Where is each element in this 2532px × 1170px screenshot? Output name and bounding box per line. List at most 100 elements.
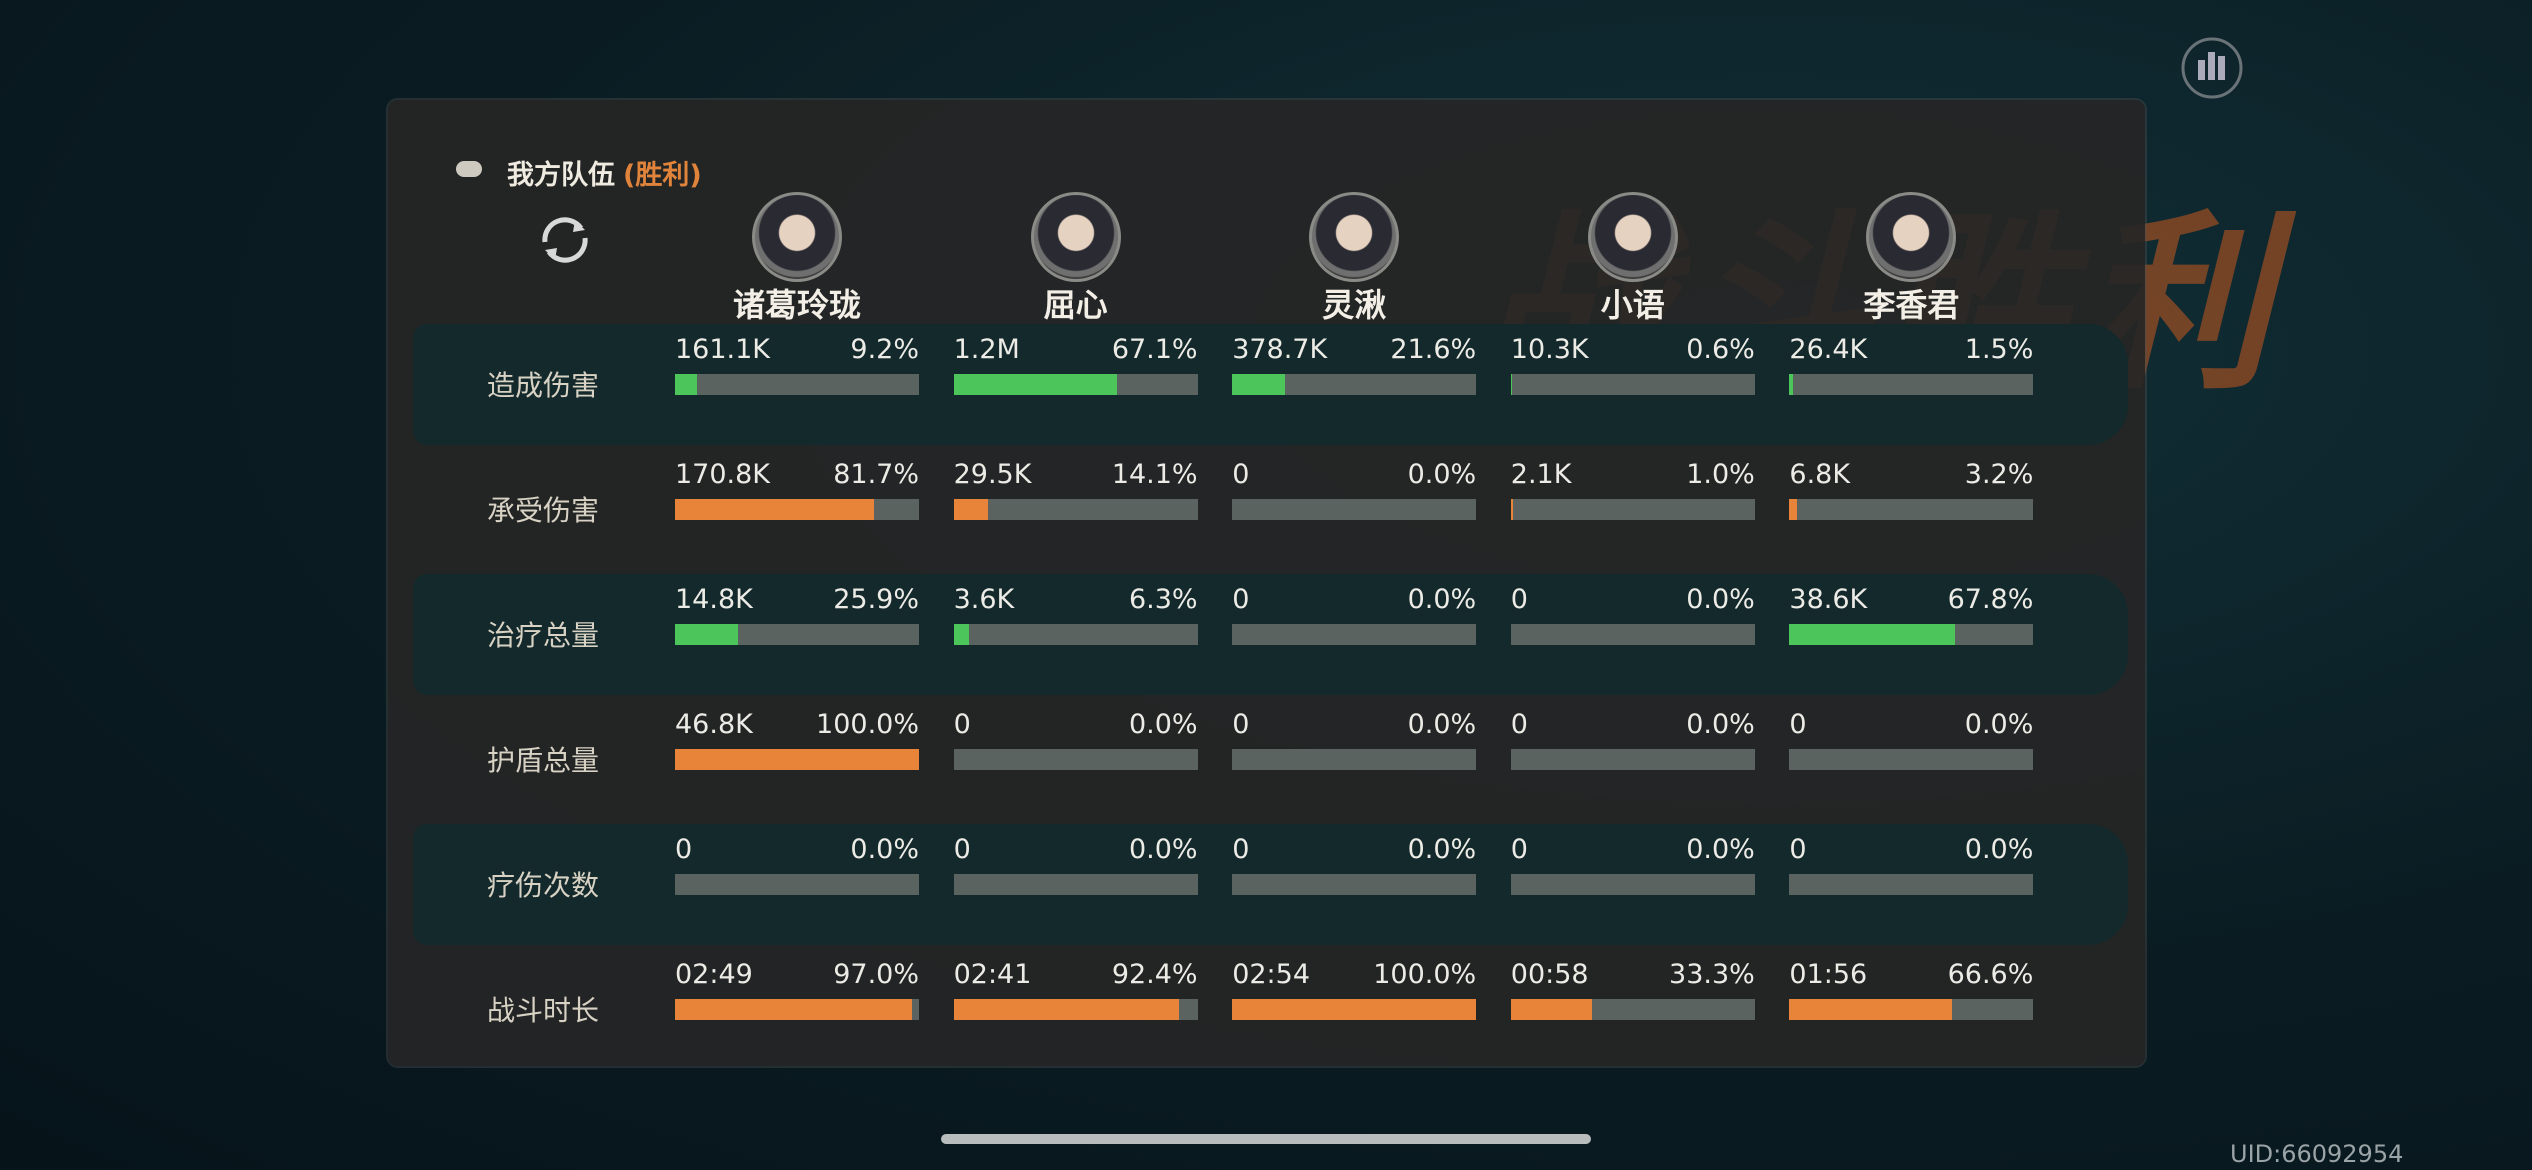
cell-value: 02:41 (953, 959, 1032, 990)
cell-percent: 25.9% (833, 584, 919, 615)
player-name: 诸葛玲珑 (732, 286, 861, 324)
bar-track (1232, 999, 1477, 1020)
metric-label: 造成伤害 (486, 369, 599, 402)
cell-percent: 67.8% (1947, 584, 2034, 615)
player-name: 李香君 (1863, 286, 1960, 324)
cell-percent: 3.2% (1964, 459, 2034, 490)
cell-value: 46.8K (675, 709, 753, 740)
player-avatar (1030, 192, 1121, 282)
bar-track (1789, 874, 2034, 895)
bar-fill (953, 624, 969, 645)
bar-fill (675, 999, 912, 1020)
bar-track (675, 999, 919, 1020)
uid: UID:66092954 (2230, 1140, 2404, 1168)
bar-track (1789, 499, 2034, 520)
bar-track (953, 874, 1198, 895)
bar-fill (953, 999, 1180, 1020)
metric-label: 战斗时长 (486, 994, 599, 1027)
bar-track (1510, 499, 1755, 520)
bar-track (953, 499, 1198, 520)
cell-percent: 0.6% (1686, 334, 1755, 365)
cell-value: 10.3K (1510, 334, 1589, 365)
stats-button[interactable] (2180, 36, 2244, 100)
result-status: (胜利) (623, 160, 702, 191)
bar-track (675, 874, 919, 895)
bar-fill (1510, 999, 1593, 1020)
cell-value: 378.7K (1232, 334, 1328, 365)
bar-track (1232, 874, 1477, 895)
cell-value: 3.6K (953, 584, 1015, 615)
bar-fill (1510, 499, 1514, 520)
cell-value: 0 (1510, 834, 1528, 865)
cell-value: 38.6K (1789, 584, 1868, 615)
cell-value: 6.8K (1789, 459, 1851, 490)
cell-percent: 0.0% (1686, 584, 1755, 615)
team-title: 我方队伍 (胜利) (507, 153, 702, 192)
cell-percent: 0.0% (1964, 834, 2034, 865)
cell-value: 161.1K (675, 334, 771, 365)
bar-track (675, 749, 919, 770)
cell-value: 2.1K (1510, 459, 1572, 490)
bar-fill (1789, 999, 1952, 1020)
cell-percent: 100.0% (1373, 959, 1477, 990)
cell-value: 0 (1232, 459, 1250, 490)
cell-value: 26.4K (1789, 334, 1868, 365)
player-name: 小语 (1600, 286, 1665, 324)
bar-track (1510, 374, 1755, 395)
metric-label: 疗伤次数 (486, 869, 599, 902)
cell-percent: 0.0% (1407, 834, 1477, 865)
metric-label: 承受伤害 (486, 494, 599, 527)
bar-track (1510, 874, 1755, 895)
bar-fill (953, 374, 1118, 395)
cell-value: 29.5K (953, 459, 1032, 490)
bar-fill (1232, 374, 1285, 395)
cell-value: 01:56 (1789, 959, 1868, 990)
bar-track (1789, 749, 2034, 770)
refresh-button[interactable] (535, 212, 595, 268)
cell-percent: 97.0% (833, 959, 919, 990)
bar-track (1232, 749, 1477, 770)
cell-percent: 21.6% (1390, 334, 1477, 365)
player-avatar (1309, 192, 1400, 282)
cell-value: 0 (953, 834, 971, 865)
cell-percent: 0.0% (1964, 709, 2034, 740)
bar-fill (1232, 999, 1477, 1020)
cell-percent: 0.0% (1686, 834, 1755, 865)
metric-label: 治疗总量 (486, 619, 599, 652)
bar-track (1510, 749, 1755, 770)
cell-percent: 0.0% (1128, 834, 1198, 865)
bar-track (1232, 374, 1477, 395)
cell-value: 1.2M (953, 334, 1020, 365)
player-avatar (752, 192, 842, 282)
cell-value: 0 (953, 709, 971, 740)
cell-percent: 6.3% (1128, 584, 1198, 615)
metric-label: 护盾总量 (486, 744, 599, 777)
cell-value: 0 (1510, 584, 1528, 615)
cell-value: 0 (1232, 709, 1250, 740)
toggle-icon[interactable] (456, 161, 482, 177)
bar-fill (675, 374, 698, 395)
bar-track (675, 499, 919, 520)
bar-track (1789, 374, 2034, 395)
bar-track (1789, 624, 2034, 645)
cell-value: 0 (675, 834, 693, 865)
cell-percent: 33.3% (1669, 959, 1755, 990)
cell-value: 00:58 (1510, 959, 1589, 990)
cell-percent: 92.4% (1111, 959, 1198, 990)
cell-percent: 0.0% (1407, 459, 1477, 490)
bar-fill (675, 624, 739, 645)
player-avatar (1866, 192, 1957, 282)
cell-value: 0 (1789, 709, 1807, 740)
cell-percent: 0.0% (1686, 709, 1755, 740)
home-indicator (941, 1134, 1591, 1144)
bar-track (953, 999, 1198, 1020)
cell-percent: 67.1% (1111, 334, 1198, 365)
bar-track (1232, 499, 1477, 520)
bar-fill (1789, 499, 1798, 520)
bar-fill (1510, 374, 1513, 395)
bar-fill (675, 499, 875, 520)
cell-percent: 14.1% (1111, 459, 1198, 490)
cell-percent: 81.7% (833, 459, 919, 490)
cell-percent: 1.5% (1964, 334, 2034, 365)
cell-percent: 0.0% (1407, 709, 1477, 740)
